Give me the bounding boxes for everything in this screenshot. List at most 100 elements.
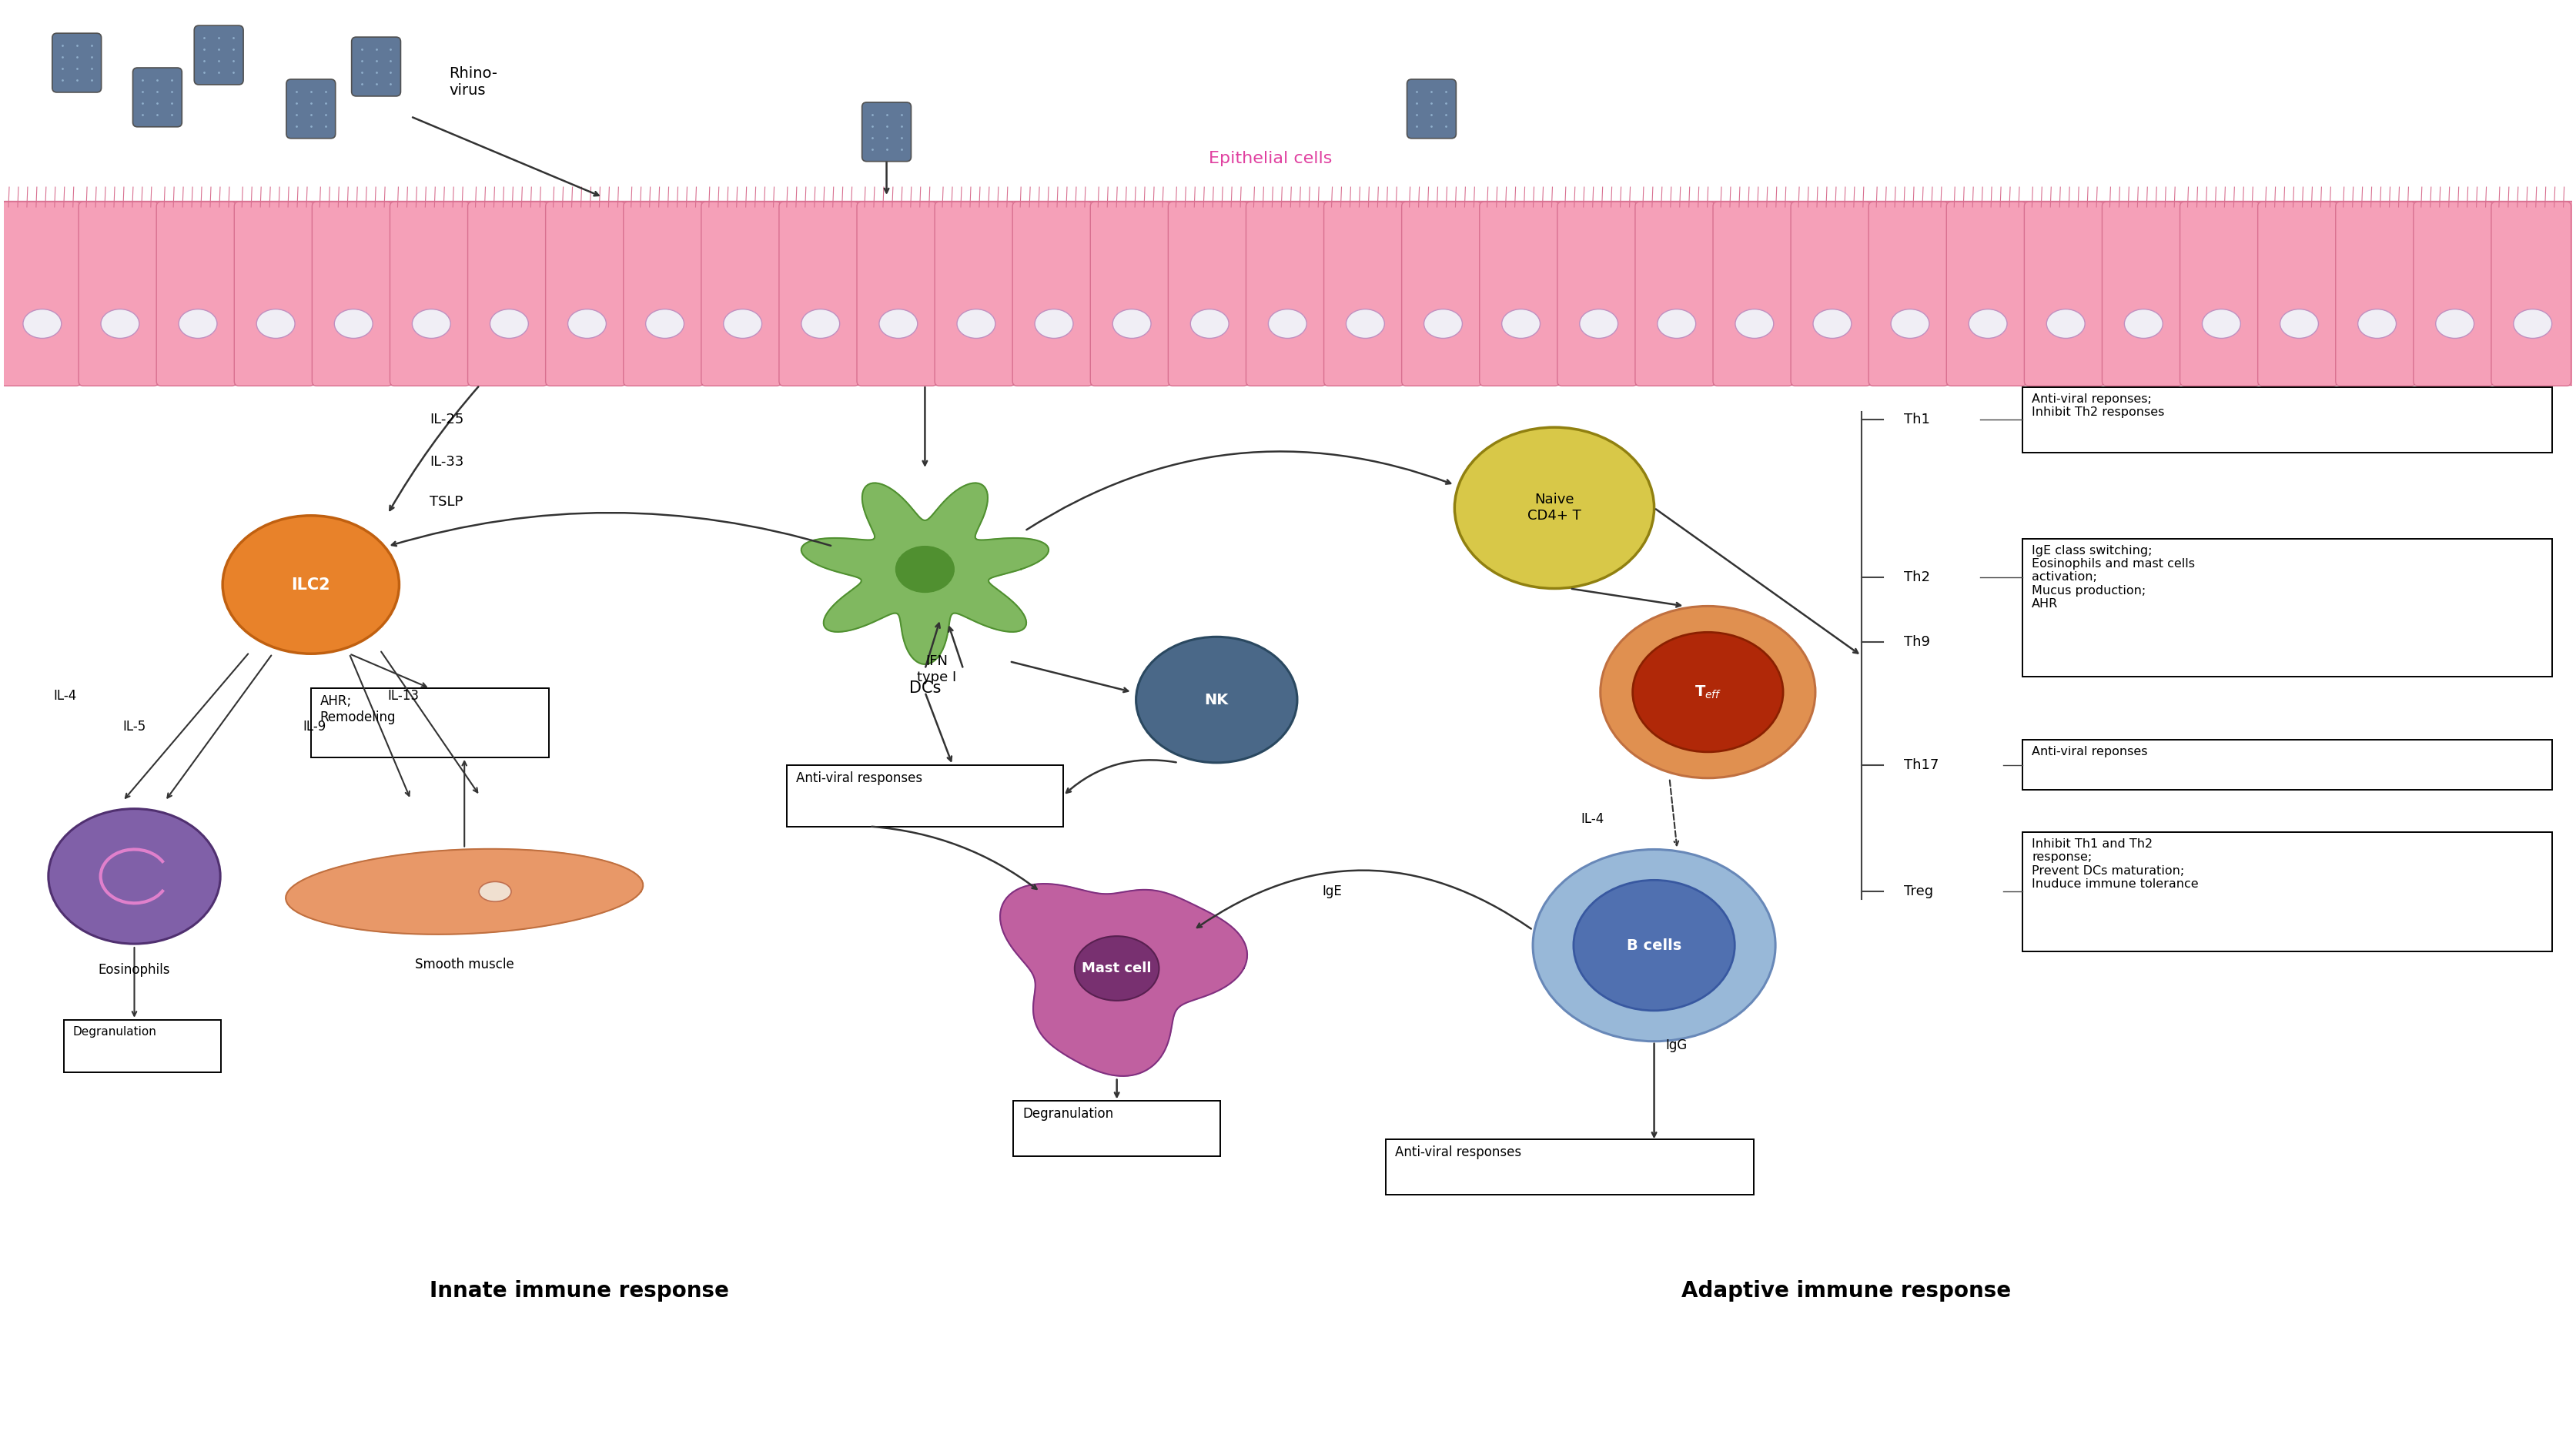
FancyBboxPatch shape xyxy=(193,26,242,84)
Text: TSLP: TSLP xyxy=(430,495,464,508)
Text: IFN
type I: IFN type I xyxy=(917,654,956,684)
Text: IgE class switching;
Eosinophils and mast cells
activation;
Mucus production;
AH: IgE class switching; Eosinophils and mas… xyxy=(2032,545,2195,610)
Ellipse shape xyxy=(1136,637,1298,763)
Text: Degranulation: Degranulation xyxy=(1023,1108,1113,1120)
FancyBboxPatch shape xyxy=(1012,202,1092,386)
Ellipse shape xyxy=(2045,309,2084,338)
FancyBboxPatch shape xyxy=(2022,386,2553,452)
Ellipse shape xyxy=(1113,309,1151,338)
Text: IL-4: IL-4 xyxy=(1582,811,1605,826)
Text: Inhibit Th1 and Th2
response;
Prevent DCs maturation;
Inuduce immune tolerance: Inhibit Th1 and Th2 response; Prevent DC… xyxy=(2032,839,2197,890)
Ellipse shape xyxy=(2357,309,2396,338)
Ellipse shape xyxy=(1347,309,1383,338)
Ellipse shape xyxy=(489,309,528,338)
FancyBboxPatch shape xyxy=(2022,833,2553,952)
Text: Mast cell: Mast cell xyxy=(1082,962,1151,976)
Text: Th9: Th9 xyxy=(1904,635,1929,650)
FancyBboxPatch shape xyxy=(1167,202,1247,386)
FancyBboxPatch shape xyxy=(1401,202,1481,386)
Text: Anti-viral responses: Anti-viral responses xyxy=(1394,1146,1520,1159)
FancyBboxPatch shape xyxy=(778,202,858,386)
Text: Anti-viral responses: Anti-viral responses xyxy=(796,771,922,786)
Ellipse shape xyxy=(49,809,222,944)
Ellipse shape xyxy=(412,309,451,338)
Ellipse shape xyxy=(1600,607,1816,778)
Ellipse shape xyxy=(2280,309,2318,338)
FancyBboxPatch shape xyxy=(234,202,314,386)
Ellipse shape xyxy=(896,547,953,592)
Ellipse shape xyxy=(222,515,399,654)
Text: Anti-viral reponses;
Inhibit Th2 responses: Anti-viral reponses; Inhibit Th2 respons… xyxy=(2032,394,2164,418)
Ellipse shape xyxy=(178,309,216,338)
FancyBboxPatch shape xyxy=(2491,202,2571,386)
Text: IL-33: IL-33 xyxy=(430,455,464,469)
Ellipse shape xyxy=(1574,880,1734,1010)
Ellipse shape xyxy=(801,309,840,338)
Ellipse shape xyxy=(1968,309,2007,338)
FancyBboxPatch shape xyxy=(935,202,1015,386)
FancyBboxPatch shape xyxy=(701,202,781,386)
FancyBboxPatch shape xyxy=(80,202,160,386)
Polygon shape xyxy=(999,884,1247,1076)
Text: Innate immune response: Innate immune response xyxy=(430,1279,729,1301)
Ellipse shape xyxy=(335,309,374,338)
FancyBboxPatch shape xyxy=(2257,202,2336,386)
Ellipse shape xyxy=(1736,309,1775,338)
FancyBboxPatch shape xyxy=(2414,202,2494,386)
Text: IL-5: IL-5 xyxy=(124,720,147,734)
FancyBboxPatch shape xyxy=(1636,202,1716,386)
Ellipse shape xyxy=(258,309,294,338)
Text: Rhino-
virus: Rhino- virus xyxy=(448,66,497,97)
Text: Epithelial cells: Epithelial cells xyxy=(1208,152,1332,166)
Ellipse shape xyxy=(100,309,139,338)
Text: Smooth muscle: Smooth muscle xyxy=(415,957,515,972)
Ellipse shape xyxy=(724,309,762,338)
Bar xyxy=(3,200,2573,385)
FancyBboxPatch shape xyxy=(1558,202,1638,386)
Polygon shape xyxy=(801,484,1048,664)
Text: AHR;
Remodeling: AHR; Remodeling xyxy=(319,694,397,724)
FancyBboxPatch shape xyxy=(1386,1139,1754,1195)
Text: T$_{eff}$: T$_{eff}$ xyxy=(1695,684,1721,700)
Ellipse shape xyxy=(1036,309,1074,338)
FancyBboxPatch shape xyxy=(1947,202,2027,386)
FancyBboxPatch shape xyxy=(312,688,549,757)
FancyBboxPatch shape xyxy=(1012,1100,1221,1156)
Ellipse shape xyxy=(1533,850,1775,1042)
Ellipse shape xyxy=(1502,309,1540,338)
Ellipse shape xyxy=(1814,309,1852,338)
Ellipse shape xyxy=(1455,428,1654,588)
FancyBboxPatch shape xyxy=(1406,79,1455,139)
Text: IgE: IgE xyxy=(1321,884,1342,899)
FancyBboxPatch shape xyxy=(157,202,237,386)
Ellipse shape xyxy=(2125,309,2164,338)
FancyBboxPatch shape xyxy=(1713,202,1793,386)
FancyBboxPatch shape xyxy=(2102,202,2182,386)
Text: B cells: B cells xyxy=(1625,939,1682,953)
Text: Th1: Th1 xyxy=(1904,412,1929,426)
Text: Eosinophils: Eosinophils xyxy=(98,963,170,977)
Text: Th17: Th17 xyxy=(1904,758,1940,771)
Text: IL-4: IL-4 xyxy=(54,688,77,703)
FancyBboxPatch shape xyxy=(623,202,703,386)
Text: IL-25: IL-25 xyxy=(430,412,464,426)
FancyBboxPatch shape xyxy=(64,1020,222,1072)
Ellipse shape xyxy=(1633,633,1783,751)
FancyBboxPatch shape xyxy=(858,202,938,386)
FancyBboxPatch shape xyxy=(2336,202,2416,386)
Text: DCs: DCs xyxy=(909,681,940,695)
FancyBboxPatch shape xyxy=(0,202,80,386)
Ellipse shape xyxy=(1579,309,1618,338)
FancyBboxPatch shape xyxy=(2179,202,2259,386)
Ellipse shape xyxy=(1891,309,1929,338)
Ellipse shape xyxy=(878,309,917,338)
Ellipse shape xyxy=(1267,309,1306,338)
Text: Treg: Treg xyxy=(1904,884,1932,899)
Text: ILC2: ILC2 xyxy=(291,577,330,592)
FancyBboxPatch shape xyxy=(52,33,100,93)
Ellipse shape xyxy=(956,309,994,338)
Ellipse shape xyxy=(2437,309,2473,338)
FancyBboxPatch shape xyxy=(1247,202,1327,386)
FancyBboxPatch shape xyxy=(863,102,912,162)
Text: IL-13: IL-13 xyxy=(386,688,420,703)
